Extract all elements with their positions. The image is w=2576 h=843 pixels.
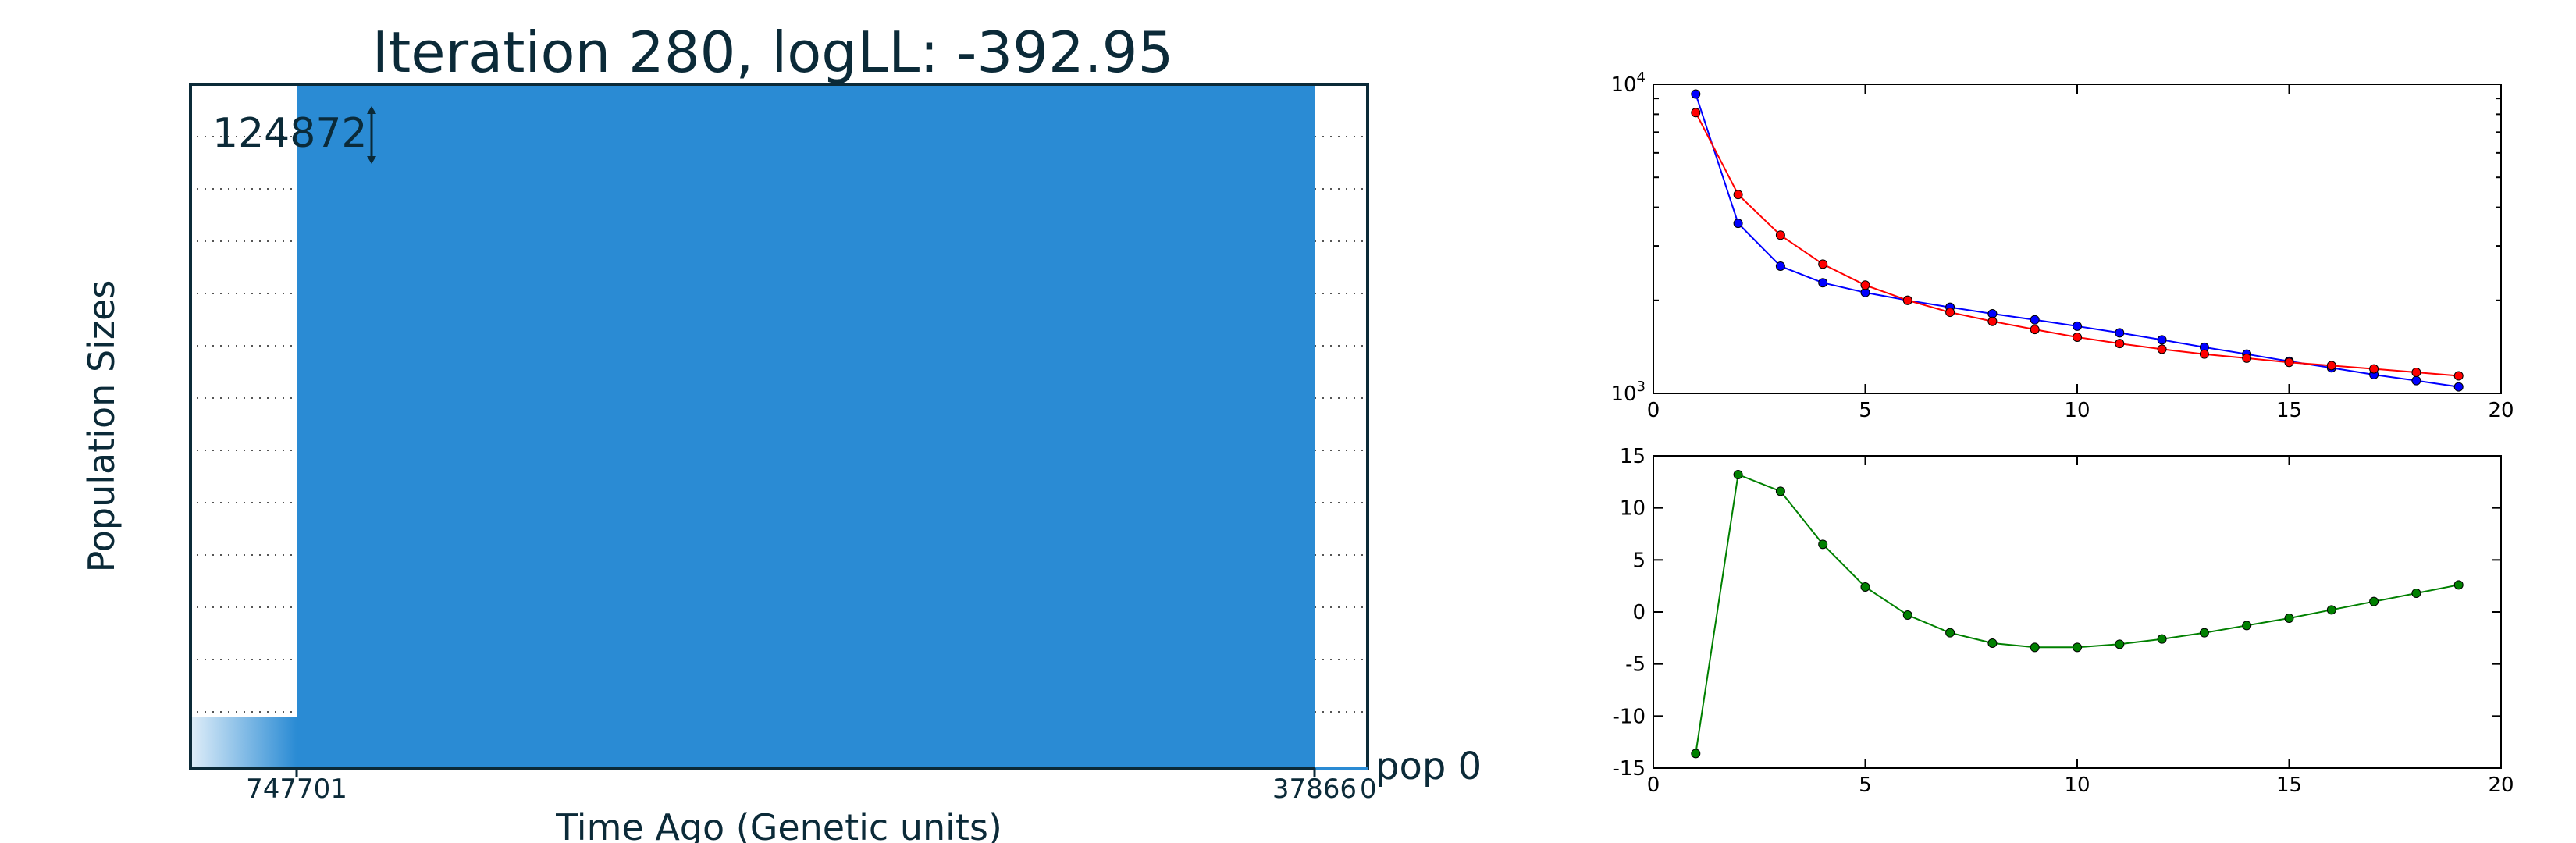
x-tick-label-37866: 37866: [1272, 774, 1357, 805]
bottom-x-tick-label-0: 0: [1647, 774, 1660, 797]
x-tick-label-747701: 747701: [246, 774, 347, 805]
top-series-1-point-10: [2115, 339, 2125, 349]
top-series-1-point-5: [1902, 295, 1912, 305]
bottom-y-tick-label--5: -5: [1625, 653, 1646, 677]
top-series-0-point-0: [1691, 89, 1701, 99]
top-series-1-point-16: [2369, 364, 2379, 374]
top-y-ticks: 104 103: [1610, 69, 2501, 406]
top-x-tick-label-0: 0: [1647, 399, 1660, 422]
bottom-y-tick-label-15: 15: [1620, 445, 1646, 468]
top-x-tick-label-10: 10: [2064, 399, 2090, 422]
bottom-series-0-point-0: [1691, 749, 1701, 759]
population-plot-frame: [189, 83, 1369, 770]
bottom-right-panel: 0 5 10 15 20 15 10 5 0 -5 -10 -15: [1613, 445, 2514, 797]
population-block: [297, 84, 1315, 768]
bottom-series: [1691, 470, 2464, 759]
top-series-0-point-3: [1818, 278, 1828, 288]
bottom-x-tick-label-15: 15: [2276, 774, 2302, 797]
top-series-0-point-2: [1775, 261, 1785, 271]
bottom-series-0-point-16: [2369, 596, 2379, 606]
top-series-0-point-11: [2157, 335, 2167, 345]
top-series-0-point-10: [2115, 328, 2125, 338]
top-series-1-point-8: [2030, 325, 2040, 335]
population-name-label: pop 0: [1375, 745, 1482, 788]
bottom-series-0-point-9: [2073, 642, 2082, 653]
bottom-y-tick-label-10: 10: [1620, 497, 1646, 521]
bottom-x-ticks: 0 5 10 15 20: [1647, 456, 2514, 797]
top-series-0-point-18: [2453, 382, 2464, 392]
top-x-tick-label-15: 15: [2276, 399, 2302, 422]
chart-title: Iteration 280, logLL: -392.95: [372, 20, 1174, 85]
top-series-0-point-17: [2411, 375, 2421, 386]
top-series-0-point-8: [2030, 315, 2040, 325]
bottom-series-0-point-6: [1945, 628, 1955, 638]
top-series-1-point-6: [1945, 308, 1955, 318]
bottom-series-0-point-17: [2411, 589, 2421, 598]
bottom-series-0-point-2: [1775, 486, 1785, 496]
top-right-panel: 0 5 10 15 20 104 103: [1610, 69, 2514, 422]
bottom-series-0-point-7: [1987, 638, 1998, 648]
top-series-1-point-9: [2073, 332, 2082, 342]
top-y-tick-label-1000: 103: [1610, 379, 1646, 406]
bottom-x-tick-label-20: 20: [2488, 774, 2514, 797]
bottom-x-tick-label-10: 10: [2064, 774, 2090, 797]
top-x-ticks: 0 5 10 15 20: [1647, 84, 2514, 422]
bottom-series-0-point-3: [1818, 539, 1828, 550]
bottom-x-tick-label-5: 5: [1859, 774, 1872, 797]
top-series-0-line: [1695, 94, 2459, 388]
top-series-1-point-3: [1818, 259, 1828, 269]
top-series-1-point-14: [2284, 357, 2294, 368]
top-series-1-point-18: [2453, 371, 2464, 381]
top-series-1-point-15: [2326, 361, 2336, 371]
bottom-plot-frame: [1653, 455, 2502, 769]
bottom-y-tick-label--10: -10: [1613, 705, 1646, 728]
bottom-series-0-point-10: [2115, 639, 2125, 649]
bottom-series-0-point-14: [2284, 614, 2294, 623]
bottom-series-0-point-18: [2453, 580, 2464, 590]
bottom-y-tick-label-5: 5: [1632, 549, 1646, 572]
top-x-tick-label-5: 5: [1859, 399, 1872, 422]
bottom-series-0-point-12: [2199, 628, 2209, 638]
x-tick-label-0: 0: [1360, 774, 1377, 805]
population-gridlines: [197, 136, 1364, 713]
top-series-1-point-12: [2199, 349, 2209, 359]
top-x-tick-label-20: 20: [2488, 399, 2514, 422]
x-axis-label: Time Ago (Genetic units): [555, 806, 1002, 843]
bottom-y-tick-label-0: 0: [1632, 601, 1646, 624]
top-series-1-point-1: [1733, 190, 1743, 200]
y-axis-label: Population Sizes: [80, 280, 123, 573]
bottom-series-0-point-8: [2030, 642, 2040, 653]
bottom-series-0-point-15: [2326, 605, 2336, 615]
top-series-1-point-2: [1775, 230, 1785, 240]
population-ancient-fade: [190, 717, 297, 768]
top-series-1-point-0: [1691, 108, 1701, 118]
bottom-y-ticks: 15 10 5 0 -5 -10 -15: [1613, 445, 2501, 781]
scale-value-label: 124872: [212, 110, 368, 157]
scale-arrow: [367, 106, 376, 164]
population-panel: Iteration 280, logLL: -392.95 124872 747…: [80, 20, 1482, 843]
bottom-series-0-point-13: [2242, 621, 2252, 631]
bottom-series-0-point-5: [1902, 610, 1912, 620]
top-series-0-point-1: [1733, 219, 1743, 229]
bottom-y-tick-label--15: -15: [1613, 757, 1646, 781]
top-series: [1691, 89, 2464, 392]
top-series-0-point-9: [2073, 321, 2082, 331]
bottom-series-0-point-4: [1860, 582, 1870, 592]
bottom-series-0-point-1: [1733, 470, 1743, 479]
top-series-1-point-11: [2157, 344, 2167, 354]
bottom-series-0-line: [1695, 473, 2459, 754]
top-series-1-point-17: [2411, 367, 2421, 377]
top-y-tick-label-10000: 104: [1610, 69, 1646, 97]
top-series-1-point-7: [1987, 316, 1998, 326]
top-series-1-point-13: [2242, 353, 2252, 363]
bottom-series-0-point-11: [2157, 634, 2167, 644]
top-series-1-point-4: [1860, 280, 1870, 290]
